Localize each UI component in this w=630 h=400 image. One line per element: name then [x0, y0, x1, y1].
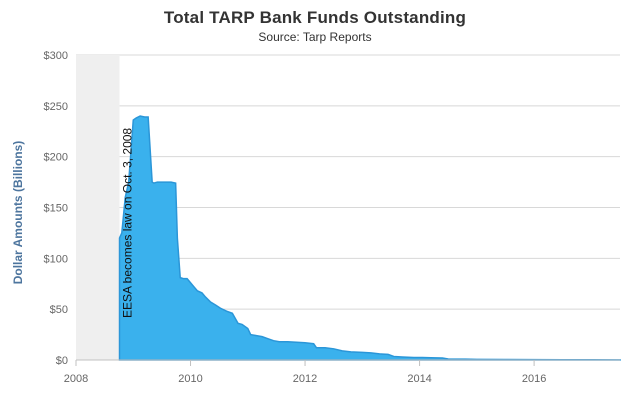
- y-tick-label: $50: [50, 304, 68, 316]
- y-tick-label: $300: [44, 50, 68, 62]
- x-tick-label: 2008: [64, 373, 88, 385]
- y-axis-title: Dollar Amounts (Billions): [11, 141, 25, 285]
- chart-title: Total TARP Bank Funds Outstanding: [163, 8, 467, 27]
- y-tick-label: $150: [44, 203, 68, 215]
- y-tick-label: $0: [56, 355, 68, 367]
- y-tick-label: $250: [44, 101, 68, 113]
- shaded-region: [76, 55, 120, 360]
- y-tick-label: $200: [44, 152, 68, 164]
- y-tick-label: $100: [44, 253, 68, 265]
- chart-subtitle: Source: Tarp Reports: [258, 30, 372, 44]
- x-tick-label: 2010: [178, 373, 202, 385]
- x-tick-label: 2016: [522, 373, 546, 385]
- x-tick-label: 2012: [293, 373, 317, 385]
- annotation-label: EESA becomes law on Oct. 3, 2008: [121, 128, 135, 318]
- series-area: [118, 115, 621, 361]
- x-tick-label: 2014: [407, 373, 431, 385]
